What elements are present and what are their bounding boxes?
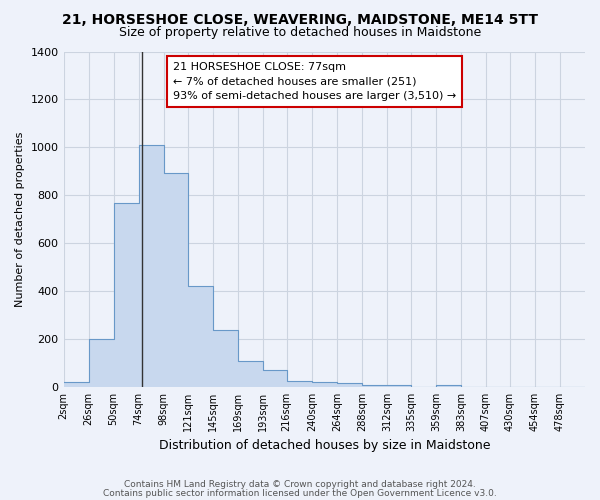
- Text: Contains public sector information licensed under the Open Government Licence v3: Contains public sector information licen…: [103, 489, 497, 498]
- X-axis label: Distribution of detached houses by size in Maidstone: Distribution of detached houses by size …: [158, 440, 490, 452]
- Y-axis label: Number of detached properties: Number of detached properties: [15, 132, 25, 307]
- Text: 21, HORSESHOE CLOSE, WEAVERING, MAIDSTONE, ME14 5TT: 21, HORSESHOE CLOSE, WEAVERING, MAIDSTON…: [62, 12, 538, 26]
- Text: Contains HM Land Registry data © Crown copyright and database right 2024.: Contains HM Land Registry data © Crown c…: [124, 480, 476, 489]
- Text: Size of property relative to detached houses in Maidstone: Size of property relative to detached ho…: [119, 26, 481, 39]
- Text: 21 HORSESHOE CLOSE: 77sqm
← 7% of detached houses are smaller (251)
93% of semi-: 21 HORSESHOE CLOSE: 77sqm ← 7% of detach…: [173, 62, 456, 101]
